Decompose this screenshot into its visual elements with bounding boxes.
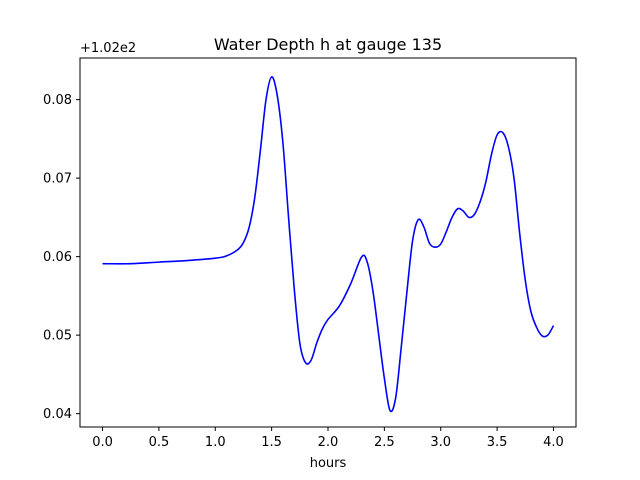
x-tick-label: 3.5: [487, 435, 508, 450]
x-tick-label: 2.5: [374, 435, 395, 450]
y-tick-label: 0.07: [43, 172, 72, 187]
y-axis: 0.04 0.05 0.06 0.07 0.08: [43, 93, 80, 422]
y-tick-label: 0.05: [43, 329, 72, 344]
x-tick-label: 0.5: [149, 435, 170, 450]
x-tick-label: 1.5: [261, 435, 282, 450]
y-offset-label: +1.02e2: [80, 41, 136, 56]
x-tick-label: 4.0: [543, 435, 564, 450]
x-axis: 0.0 0.5 1.0 1.5 2.0 2.5 3.0 3.5 4.0: [92, 427, 564, 450]
y-tick-label: 0.04: [43, 407, 72, 422]
y-tick-label: 0.08: [43, 93, 72, 108]
x-axis-label: hours: [310, 456, 347, 471]
y-tick-label: 0.06: [43, 250, 72, 265]
x-tick-label: 0.0: [92, 435, 113, 450]
x-tick-label: 1.0: [205, 435, 226, 450]
plot-area: [102, 76, 555, 413]
x-tick-label: 3.0: [430, 435, 451, 450]
x-tick-label: 2.0: [318, 435, 339, 450]
chart-title: Water Depth h at gauge 135: [214, 35, 442, 54]
series-line: [102, 76, 555, 413]
